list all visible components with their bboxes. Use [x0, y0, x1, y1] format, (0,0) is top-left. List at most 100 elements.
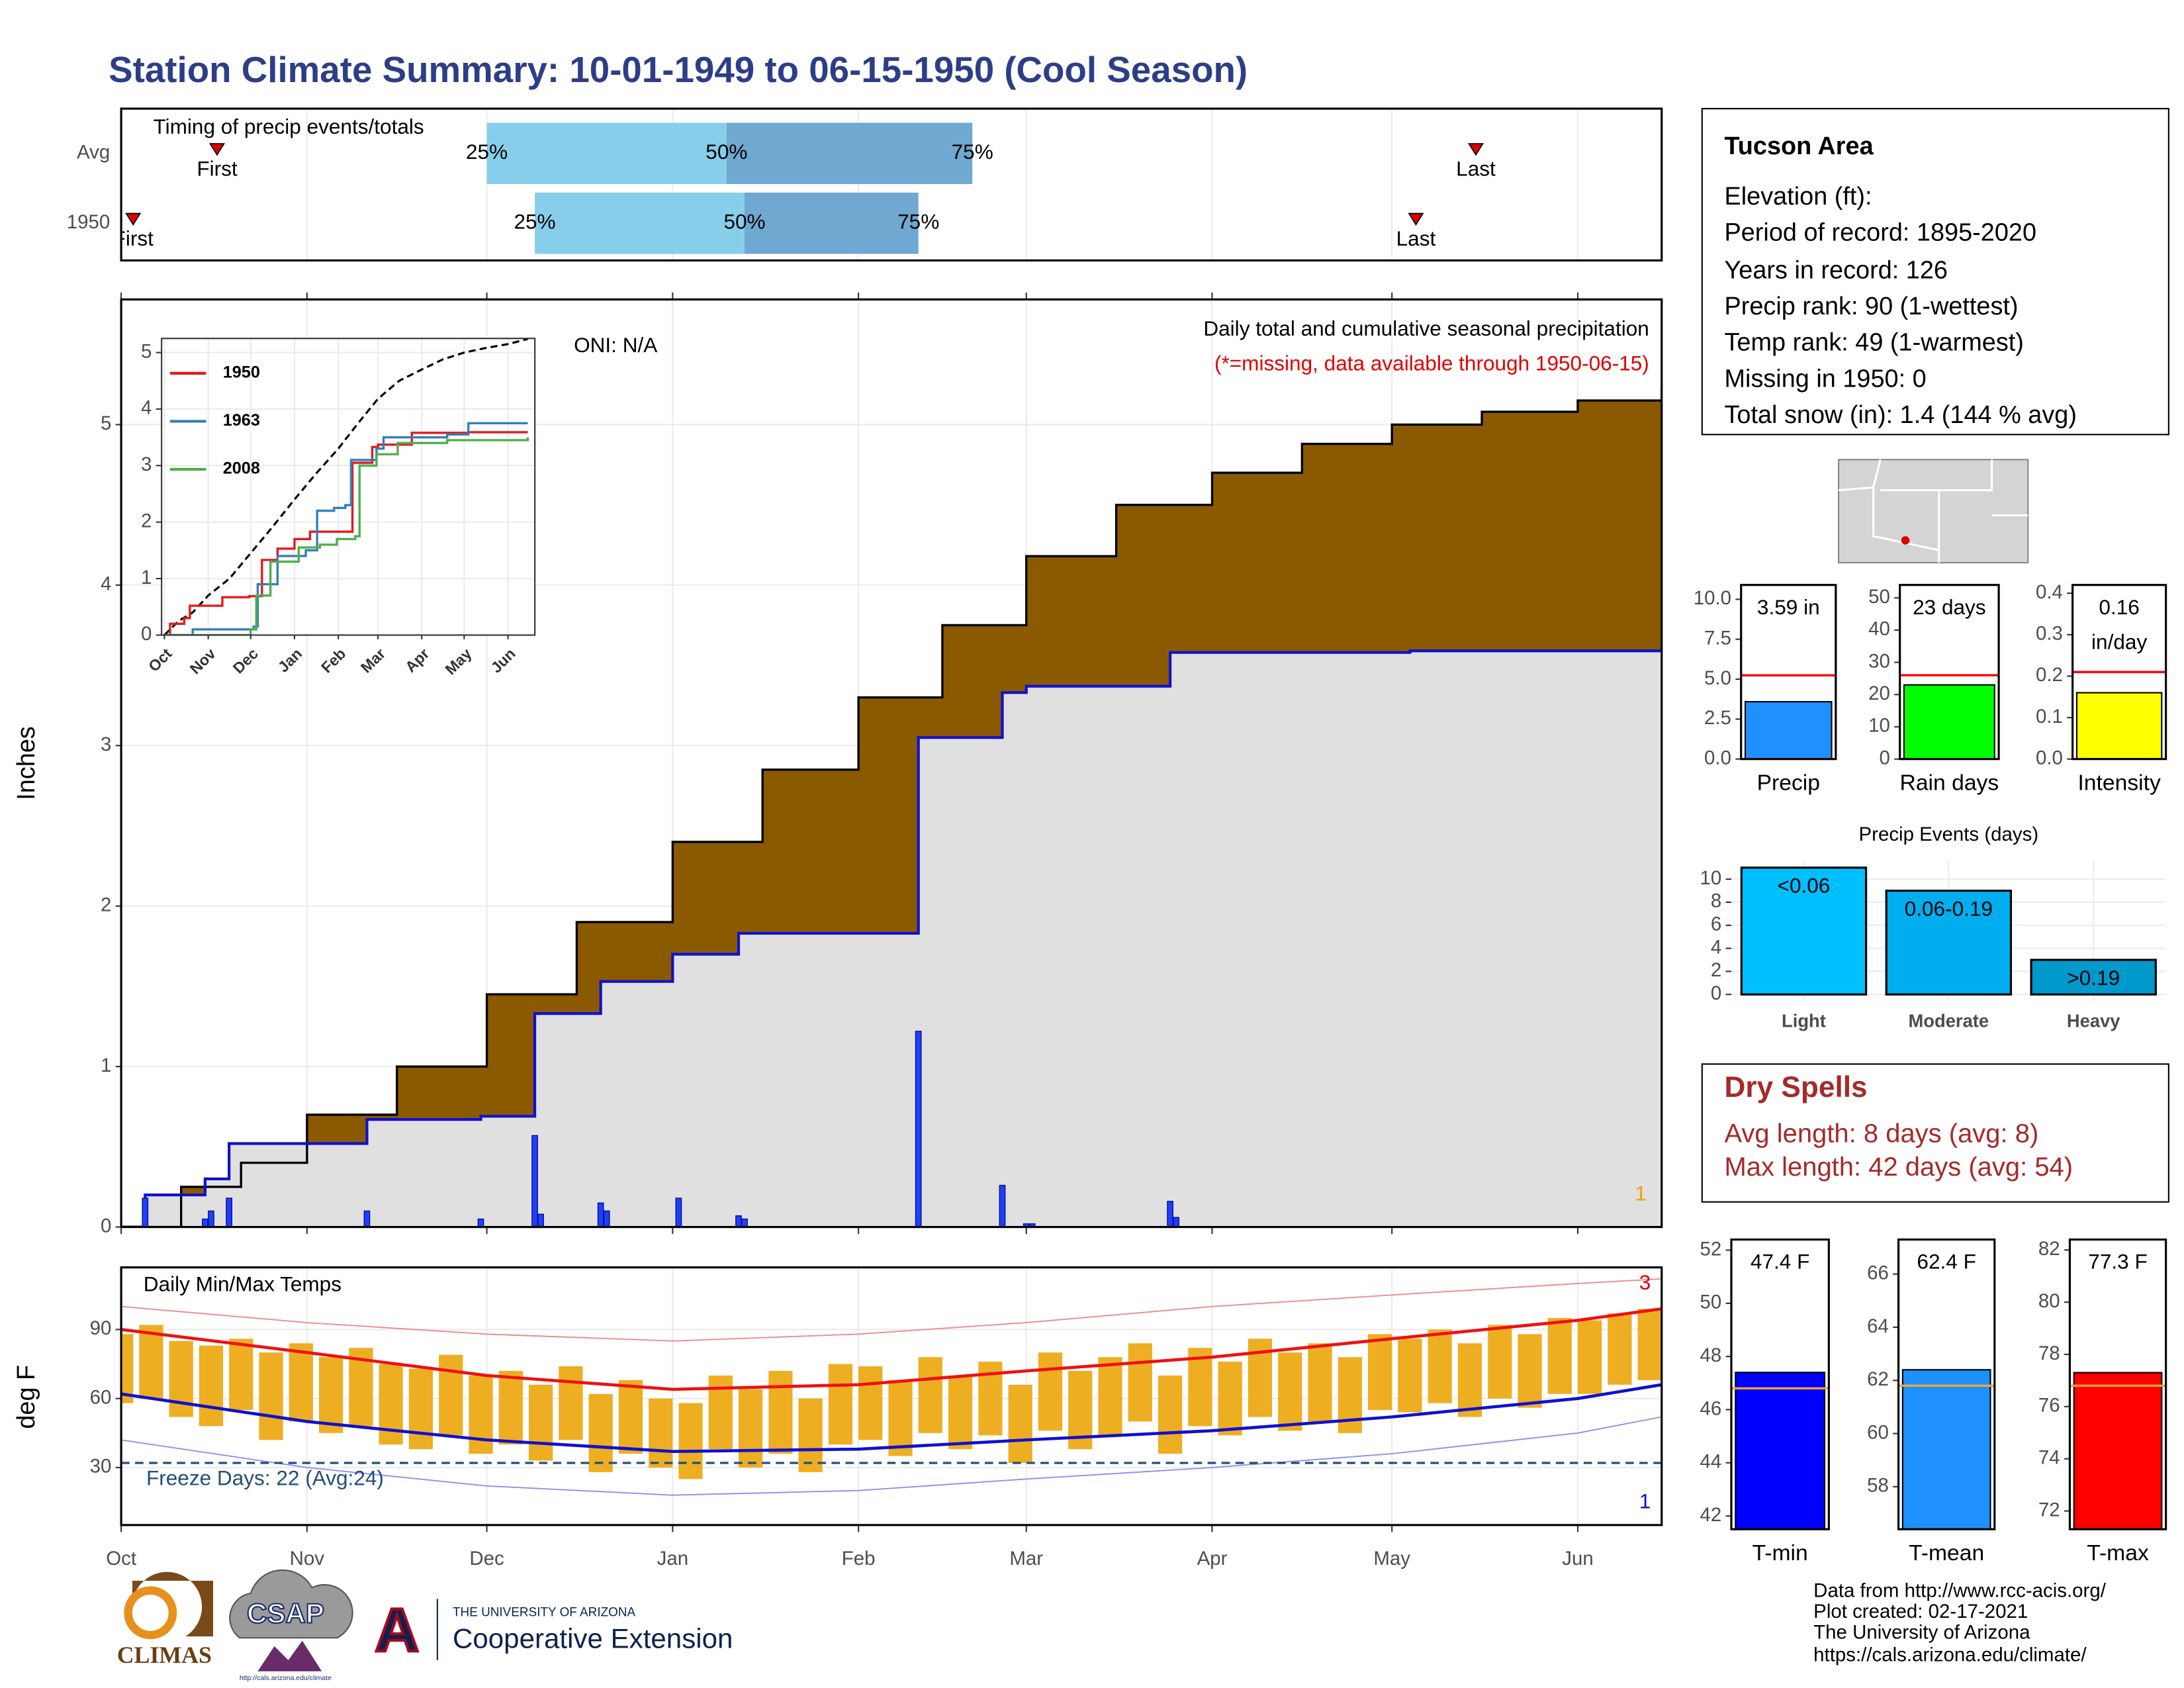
y-tick-label: 82 [2038, 1238, 2060, 1260]
temp-range-bar [1038, 1352, 1063, 1431]
quantile-label: 75% [897, 210, 939, 234]
temp-range-bar [1218, 1362, 1242, 1436]
y-tick-label: 0.2 [2036, 664, 2063, 686]
bar-value-label: 0.16 [2099, 595, 2139, 619]
average-line [121, 386, 1662, 1227]
info-line: Missing in 1950: 0 [1724, 365, 1926, 393]
dry-spells-box [1701, 1063, 2169, 1203]
y-tick-label: 10.0 [1694, 587, 1731, 609]
y-tick-label: 72 [2038, 1499, 2060, 1521]
temp-range-bar [1398, 1338, 1422, 1413]
temp-range-bar [1547, 1318, 1572, 1394]
y-tick-label: 0 [1711, 982, 1721, 1004]
panel-title: Precip Events (days) [1859, 823, 2039, 845]
x-tick-label: T-min [1752, 1541, 1808, 1566]
x-tick-label: Nov [290, 1548, 325, 1570]
info-lines: Elevation (ft): Period of record: 1895-2… [1724, 183, 2076, 429]
footer-credits: Data from http://www.rcc-acis.org/ Plot … [1813, 1580, 2107, 1666]
climas-ring [124, 1586, 177, 1640]
dry-spells-line: Avg length: 8 days (avg: 8) [1724, 1119, 2038, 1148]
x-tick-label: Rain days [1900, 771, 1999, 795]
record-high-line [121, 1278, 1662, 1342]
station-dot [1901, 536, 1910, 545]
panel-title: Daily total and cumulative seasonal prec… [1203, 316, 1649, 340]
season-area [121, 651, 1662, 1227]
y-tick-label: 80 [2038, 1290, 2060, 1312]
temp-range-bar [469, 1375, 493, 1454]
temp-range-bar [1577, 1320, 1602, 1394]
temp-range-bar [1008, 1384, 1032, 1464]
temp-range-bar [649, 1398, 673, 1468]
y-tick-label: 66 [1867, 1262, 1889, 1284]
temp-range-bar [768, 1370, 793, 1454]
info-box [1701, 108, 2169, 436]
temp-range-bar [798, 1398, 823, 1472]
temp-range-bar [1158, 1375, 1183, 1454]
locator-map [1838, 459, 2029, 564]
temp-range-bar [738, 1389, 763, 1468]
temp-range-bar [439, 1354, 463, 1436]
y-tick-label: 50 [1700, 1291, 1722, 1313]
y-tick-label: 0 [1880, 747, 1890, 769]
temp-range-bar [948, 1375, 973, 1450]
x-tick-label: Jan [657, 1548, 688, 1570]
average-line [163, 338, 528, 635]
panel-subtitle: (*=missing, data available through 1950-… [1214, 352, 1649, 375]
temp-range-bar [888, 1380, 913, 1456]
event-label: First [113, 226, 154, 250]
quantile-label: 75% [952, 140, 993, 164]
daily-bar [142, 1197, 149, 1227]
y-tick-label: 4 [101, 573, 111, 595]
y-tick-label: 0.4 [2036, 581, 2063, 603]
info-line: Period of record: 1895-2020 [1724, 218, 2036, 246]
y-tick-label: 10 [1700, 867, 1722, 889]
temp-range-bar [498, 1370, 523, 1445]
climas-shape [132, 1571, 214, 1637]
footer-line: Plot created: 02-17-2021 [1813, 1601, 2028, 1622]
daily-bar [735, 1215, 742, 1227]
quantile-label: 25% [514, 210, 555, 234]
temp-range-bar [1428, 1329, 1452, 1403]
event-marker [208, 143, 226, 156]
temp-range-bar [1637, 1309, 1662, 1380]
y-tick-label: 1 [101, 1055, 111, 1076]
temp-range-bar [828, 1364, 853, 1445]
x-tick-label: Heavy [2067, 1011, 2120, 1031]
x-tick-label: T-max [2087, 1541, 2149, 1566]
daily-bar [999, 1184, 1006, 1227]
panel-frame [120, 298, 1663, 1229]
daily-bar [226, 1197, 232, 1227]
bar-value-label: 23 days [1913, 595, 1986, 619]
y-tick-label: 2 [101, 894, 111, 916]
panel-frame [1899, 584, 2000, 761]
y-tick-label: 8 [1711, 890, 1721, 912]
quantile-label: 50% [723, 210, 765, 234]
y-tick-label: 62 [1867, 1368, 1889, 1390]
temp-range-bar [1188, 1348, 1212, 1427]
row-label: Avg [77, 142, 110, 164]
y-tick-label: 90 [90, 1317, 112, 1339]
bar [1745, 700, 1833, 760]
y-tick-label: 0 [141, 623, 152, 645]
daily-bar [208, 1210, 214, 1227]
bar-value-label: 0.06-0.19 [1905, 896, 1993, 920]
panel-title: Daily Min/Max Temps [144, 1272, 341, 1295]
temp-range-bar [678, 1403, 703, 1479]
event-marker [125, 212, 142, 226]
y-tick-label: 60 [90, 1386, 112, 1408]
inset-frame [161, 338, 536, 636]
y-tick-label: 0 [101, 1215, 111, 1237]
y-tick-label: 2.5 [1704, 707, 1731, 729]
temp-range-bar [918, 1357, 942, 1433]
ua-extension: Cooperative Extension [453, 1623, 733, 1654]
y-tick-label: 3 [141, 453, 152, 475]
y-tick-label: 58 [1867, 1475, 1889, 1497]
y-tick-label: 78 [2038, 1342, 2060, 1364]
y-tick-label: 6 [1711, 914, 1721, 935]
daily-bar [597, 1202, 604, 1227]
dry-spells-title: Dry Spells [1724, 1071, 1867, 1103]
y-tick-label: 60 [1867, 1421, 1889, 1443]
y-tick-label: 7.5 [1704, 627, 1731, 649]
y-tick-label: 0.3 [2036, 623, 2063, 645]
